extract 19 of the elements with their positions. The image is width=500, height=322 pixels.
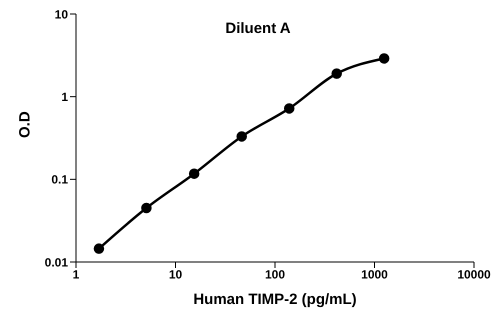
x-tick-label: 1000 bbox=[361, 268, 388, 282]
point bbox=[236, 131, 247, 142]
chart-title: Diluent A bbox=[224, 20, 292, 37]
y-tick-label: 10 bbox=[54, 7, 68, 22]
x-tick-label: 10 bbox=[168, 268, 182, 282]
y-tick-label: 0.1 bbox=[51, 172, 68, 187]
point bbox=[378, 53, 390, 64]
x-axis-title: Human TIMP-2 (pg/mL) bbox=[193, 291, 357, 308]
point bbox=[141, 202, 152, 214]
x-tick-label: 10000 bbox=[457, 268, 492, 282]
point bbox=[188, 168, 200, 179]
x-tick-label: 1 bbox=[72, 268, 80, 282]
y-tick-label: 0.01 bbox=[44, 255, 68, 270]
point bbox=[331, 68, 342, 79]
x-tick-label: 100 bbox=[264, 268, 286, 282]
y-axis-title: O.D bbox=[16, 111, 34, 138]
point bbox=[94, 243, 104, 254]
point bbox=[284, 103, 294, 114]
y-tick-label: 1 bbox=[61, 90, 68, 104]
